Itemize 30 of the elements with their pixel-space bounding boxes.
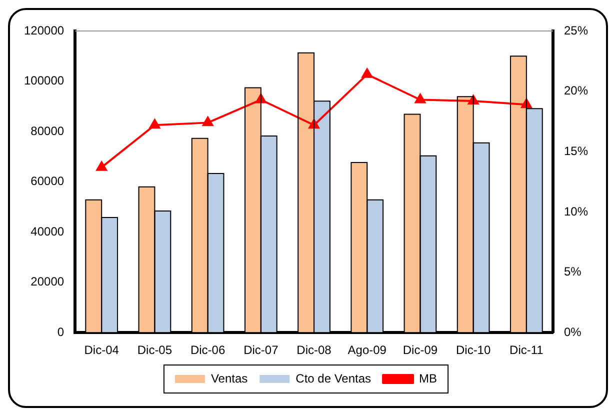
point: [414, 94, 426, 104]
y-tick-label: 80000: [30, 124, 64, 138]
x-tick-label: Dic-06: [190, 343, 226, 358]
x-tick-label: Dic-08: [296, 343, 332, 358]
x-tick-label: Dic-04: [84, 343, 120, 358]
y2-tick-label: 15%: [564, 144, 588, 158]
y2-tick-label: 5%: [564, 264, 582, 279]
y-tick-label: 20000: [30, 274, 64, 289]
y-tick-label: 0: [57, 324, 64, 339]
y-tick-label: 120000: [24, 23, 64, 38]
legend-label: Cto de Ventas: [296, 371, 372, 386]
y2-tick-label: 0%: [564, 324, 582, 339]
point: [362, 68, 372, 78]
x-tick-label: Ago-09: [348, 343, 387, 358]
point: [96, 161, 107, 171]
y2-tick-label: 10%: [564, 204, 588, 218]
y-tick-label: 60000: [30, 174, 64, 188]
point: [149, 119, 160, 129]
x-tick-label: Dic-10: [456, 343, 491, 358]
y-tick-label: 100000: [24, 74, 64, 88]
point: [202, 116, 214, 126]
y2-tick-label: 25%: [564, 23, 588, 38]
legend-label: Ventas: [210, 371, 248, 386]
x-tick-label: Dic-07: [244, 343, 279, 358]
x-tick-label: Dic-09: [402, 343, 438, 358]
legend-label: MB: [419, 371, 438, 386]
y2-tick-label: 20%: [564, 84, 588, 98]
x-tick-label: Dic-05: [137, 343, 172, 358]
x-tick-label: Dic-11: [510, 343, 544, 358]
y-tick-label: 40000: [30, 224, 64, 238]
